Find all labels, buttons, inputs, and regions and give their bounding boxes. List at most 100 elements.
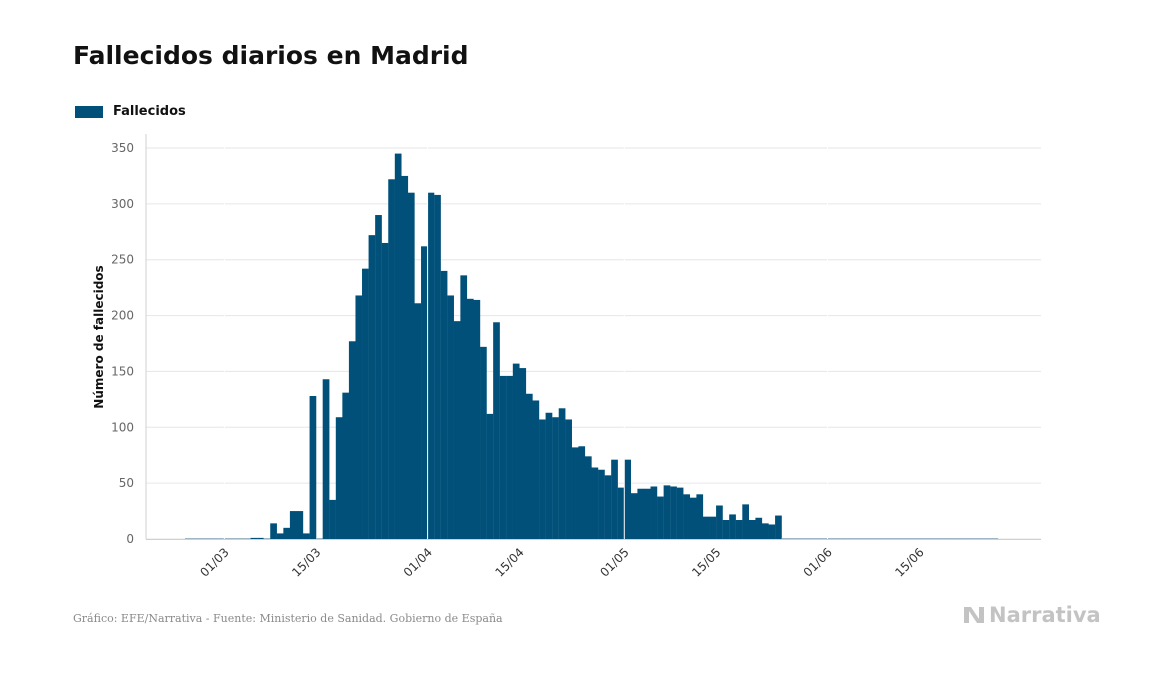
bar bbox=[952, 538, 959, 539]
bar bbox=[630, 493, 638, 539]
bar bbox=[801, 538, 809, 539]
bar bbox=[525, 393, 533, 539]
bar bbox=[230, 538, 238, 539]
bar bbox=[362, 268, 369, 539]
y-axis-label: Número de fallecidos bbox=[92, 265, 106, 408]
bar bbox=[775, 515, 782, 539]
bar bbox=[637, 488, 645, 539]
bar bbox=[224, 538, 232, 539]
bar bbox=[748, 520, 756, 539]
bar bbox=[532, 400, 540, 539]
source-note: Gráfico: EFE/Narrativa - Fuente: Ministe… bbox=[73, 612, 503, 625]
bar bbox=[381, 242, 389, 539]
bar bbox=[794, 538, 802, 539]
bar bbox=[965, 538, 972, 539]
bar bbox=[289, 511, 297, 539]
bar bbox=[598, 469, 605, 539]
bar bbox=[512, 363, 520, 539]
bar bbox=[545, 412, 553, 539]
bar bbox=[519, 368, 527, 539]
bar bbox=[820, 538, 828, 539]
bar bbox=[499, 375, 507, 539]
bar bbox=[650, 486, 658, 539]
bar bbox=[552, 417, 559, 539]
bar bbox=[447, 295, 454, 539]
bar bbox=[814, 538, 822, 539]
bar bbox=[893, 538, 900, 539]
bar bbox=[375, 215, 382, 539]
y-tick-label: 300 bbox=[111, 197, 134, 211]
bar bbox=[604, 475, 612, 539]
bar bbox=[716, 505, 723, 539]
bar bbox=[971, 538, 979, 539]
bar bbox=[919, 538, 927, 539]
bar bbox=[283, 527, 291, 539]
bar bbox=[624, 459, 631, 539]
bar bbox=[932, 538, 940, 539]
bar bbox=[945, 538, 953, 539]
bar bbox=[938, 538, 946, 539]
bar bbox=[840, 538, 848, 539]
x-tick-label: 01/05 bbox=[597, 545, 631, 579]
bar bbox=[270, 523, 277, 539]
bar bbox=[211, 538, 218, 539]
bar bbox=[781, 538, 789, 539]
bar bbox=[453, 321, 461, 539]
bar bbox=[886, 538, 894, 539]
bar bbox=[480, 346, 487, 539]
bar bbox=[329, 499, 336, 539]
bar bbox=[729, 514, 736, 539]
bar bbox=[493, 322, 500, 539]
y-tick-label: 250 bbox=[111, 253, 134, 267]
bar bbox=[539, 419, 546, 539]
bar bbox=[984, 538, 992, 539]
bar bbox=[421, 246, 428, 539]
bar bbox=[860, 538, 868, 539]
bar bbox=[263, 538, 271, 539]
x-tick-label: 15/06 bbox=[892, 545, 926, 579]
brand-name: Narrativa bbox=[989, 603, 1101, 627]
bar bbox=[912, 538, 920, 539]
bar bbox=[788, 538, 795, 539]
x-tick-label: 15/04 bbox=[492, 545, 526, 579]
bar bbox=[702, 516, 710, 539]
y-tick-label: 150 bbox=[111, 364, 134, 378]
bar bbox=[506, 375, 513, 539]
bar bbox=[198, 538, 205, 539]
bar bbox=[827, 538, 835, 539]
bar bbox=[591, 467, 599, 539]
bar bbox=[991, 538, 999, 539]
x-tick-label: 01/04 bbox=[401, 545, 435, 579]
bar bbox=[853, 538, 861, 539]
bar bbox=[486, 413, 494, 539]
bar bbox=[847, 538, 854, 539]
gridlines bbox=[146, 147, 1041, 540]
y-tick-label: 100 bbox=[111, 420, 134, 434]
bar bbox=[899, 538, 907, 539]
legend: Fallecidos bbox=[75, 104, 186, 119]
chart-title: Fallecidos diarios en Madrid bbox=[73, 41, 469, 70]
x-tick-label: 01/06 bbox=[801, 545, 835, 579]
bar bbox=[643, 488, 651, 539]
bar bbox=[565, 419, 572, 539]
bar bbox=[663, 485, 671, 539]
bar bbox=[434, 194, 441, 540]
bar bbox=[322, 379, 330, 539]
bar bbox=[807, 538, 815, 539]
brand-logo: Narrativa bbox=[963, 603, 1101, 627]
bar bbox=[440, 270, 448, 539]
bar bbox=[460, 275, 468, 539]
bar bbox=[676, 487, 684, 539]
bar bbox=[407, 192, 415, 539]
bar bbox=[185, 538, 192, 539]
bar bbox=[834, 538, 841, 539]
bar bbox=[355, 295, 363, 539]
bar bbox=[722, 520, 730, 539]
bar bbox=[217, 538, 225, 539]
bar bbox=[191, 538, 199, 539]
bar bbox=[584, 456, 592, 539]
bars bbox=[185, 143, 999, 540]
x-tick-label: 15/05 bbox=[689, 545, 723, 579]
bar bbox=[427, 192, 435, 539]
bar bbox=[316, 538, 323, 539]
